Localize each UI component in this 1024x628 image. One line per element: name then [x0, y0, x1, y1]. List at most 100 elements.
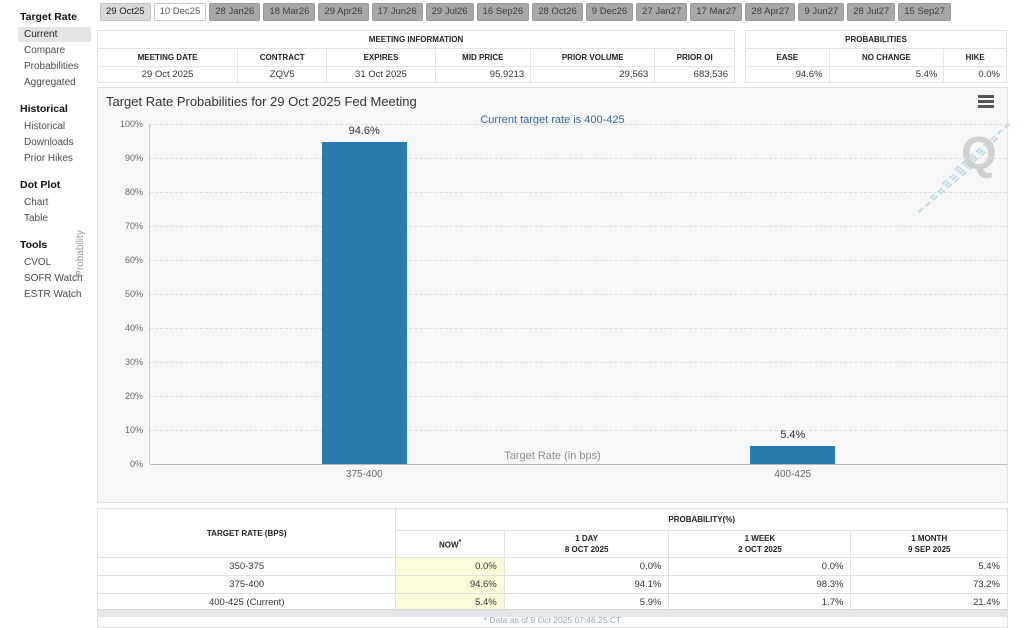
bar-value-label: 94.6%: [348, 125, 380, 138]
sidebar-section-title-dot-plot: Dot Plot: [20, 179, 61, 191]
column-header: MEETING DATE: [96, 48, 239, 67]
week-probability-cell: 98.3%: [668, 575, 852, 594]
y-tick-label: 0%: [129, 459, 143, 469]
sidebar-item-chart[interactable]: Chart: [24, 197, 49, 208]
column-header: EASE: [745, 48, 830, 67]
probability-column-header: 1 DAY 8 OCT 2025: [503, 530, 670, 558]
column-header: PRIOR OI: [654, 48, 735, 67]
probabilities-title: PROBABILITIES: [745, 30, 1007, 49]
y-tick-label: 50%: [124, 289, 143, 299]
meeting-tab[interactable]: 28 Apr27: [745, 3, 796, 21]
meeting-tab[interactable]: 29 Oct25: [100, 3, 151, 21]
day-probability-cell: 94.1%: [503, 575, 670, 594]
table-row: 400-425 (Current) 5.4% 5.9% 1.7% 21.4%: [96, 593, 1008, 612]
probability-column-header: NOW*: [395, 530, 505, 558]
gridline: [150, 226, 1007, 227]
x-category-label: 375-400: [345, 469, 383, 480]
column-header: MID PRICE: [434, 48, 532, 67]
target-rate-cell: 375-400: [96, 575, 397, 594]
y-tick-label: 60%: [124, 255, 143, 265]
meeting-tab[interactable]: 29 Jul26: [425, 3, 474, 21]
probabilities-table: PROBABILITIES EASE NO CHANGE HIKE 94.6% 5.4…: [745, 30, 1007, 83]
meeting-tab[interactable]: 10 Dec25: [153, 3, 207, 21]
meeting-tab[interactable]: 18 Mar26: [263, 3, 316, 21]
table-row: 375-400 94.6% 94.1% 98.3% 73.2%: [96, 575, 1008, 594]
chart-menu-icon[interactable]: [978, 95, 994, 110]
x-axis-title: Target Rate (in bps): [504, 450, 601, 462]
meeting-tab[interactable]: 28 Oct26: [532, 3, 583, 21]
sidebar-item-downloads[interactable]: Downloads: [24, 137, 74, 148]
gridline: [150, 362, 1007, 363]
meeting-tab[interactable]: 17 Mar27: [690, 3, 743, 21]
y-tick-label: 90%: [124, 153, 143, 163]
sidebar-item-current[interactable]: Current: [18, 27, 91, 42]
table-cell: 29 Oct 2025: [96, 66, 239, 83]
gridline: [150, 158, 1007, 159]
meeting-tab[interactable]: 28 Jan26: [209, 3, 261, 21]
probability-column-header: 1 MONTH 9 SEP 2025: [850, 530, 1008, 558]
probabilities-panel: PROBABILITIES EASE NO CHANGE HIKE 94.6% 5.4…: [745, 30, 1007, 83]
chart-title: Target Rate Probabilities for 29 Oct 202…: [106, 94, 417, 109]
now-probability-cell: 94.6%: [395, 575, 505, 594]
sidebar-item-sofr-watch[interactable]: SOFR Watch: [24, 273, 83, 284]
meeting-info-panel: MEETING INFORMATION MEETING DATE CONTRACT…: [96, 30, 735, 83]
table-cell: 95.9213: [434, 66, 532, 83]
day-probability-cell: 0.0%: [503, 557, 670, 576]
table-cell: ZQV5: [237, 66, 328, 83]
table-row: 350-375 0.0% 0.0% 0.0% 5.4%: [96, 557, 1008, 576]
quikstrike-watermark-icon: Q: [961, 127, 997, 179]
probability-column-header: 1 WEEK 2 OCT 2025: [668, 530, 852, 558]
table-cell: 0.0%: [943, 66, 1007, 83]
probability-group-header: PROBABILITY(%): [395, 508, 1008, 531]
gridline: [150, 260, 1007, 261]
meeting-tab[interactable]: 27 Jan27: [636, 3, 688, 21]
chart-panel: Target Rate Probabilities for 29 Oct 202…: [75, 87, 1011, 503]
gridline: [150, 328, 1007, 329]
meeting-tab[interactable]: 9 Dec26: [585, 3, 634, 21]
column-header: CONTRACT: [237, 48, 328, 67]
rate-probability-panel: TARGET RATE (BPS) PROBABILITY(%) NOW* 1 D…: [96, 508, 1008, 628]
y-tick-label: 70%: [124, 221, 143, 231]
y-tick-label: 100%: [119, 119, 143, 129]
sidebar-item-compare[interactable]: Compare: [24, 45, 66, 56]
sidebar-item-prior-hikes[interactable]: Prior Hikes: [24, 153, 73, 164]
sidebar-section-title-historical: Historical: [20, 103, 68, 115]
table-cell: 31 Oct 2025: [326, 66, 436, 83]
sidebar-item-aggregated[interactable]: Aggregated: [24, 77, 76, 88]
month-probability-cell: 5.4%: [850, 557, 1008, 576]
y-axis-title: Probability: [74, 230, 86, 277]
table-cell: 5.4%: [828, 66, 945, 83]
meeting-tab[interactable]: 15 Sep27: [898, 3, 951, 21]
meeting-tab[interactable]: 16 Sep26: [476, 3, 530, 21]
column-header: HIKE: [943, 48, 1007, 67]
gridline: [150, 294, 1007, 295]
y-tick-label: 10%: [124, 425, 143, 435]
probability-bar: [750, 445, 836, 464]
sidebar-item-table[interactable]: Table: [24, 213, 48, 224]
meeting-tab[interactable]: 29 Apr26: [318, 3, 369, 21]
rate-probability-table: TARGET RATE (BPS) PROBABILITY(%) NOW* 1 D…: [96, 508, 1008, 628]
chart-subtitle: Current target rate is 400-425: [480, 114, 625, 126]
meeting-info-title: MEETING INFORMATION: [97, 30, 735, 49]
meeting-info-table: MEETING INFORMATION MEETING DATE CONTRACT…: [96, 30, 735, 83]
tab-bar: 29 Oct25 10 Dec25 28 Jan26 18 Mar26 29 Apr26…: [100, 3, 1020, 21]
gridline: [150, 464, 1007, 465]
x-category-label: 400-425: [774, 469, 812, 480]
gridline: [150, 192, 1007, 193]
gridline: [150, 430, 1007, 431]
column-header: EXPIRES: [326, 48, 436, 67]
column-header: PRIOR VOLUME: [530, 48, 656, 67]
column-header: NO CHANGE: [828, 48, 945, 67]
sidebar-item-estr-watch[interactable]: ESTR Watch: [24, 289, 82, 300]
sidebar-item-cvol[interactable]: CVOL: [24, 257, 52, 268]
table-cell: 683,536: [654, 66, 735, 83]
bar-value-label: 5.4%: [780, 428, 806, 441]
sidebar-item-historical[interactable]: Historical: [24, 121, 66, 132]
meeting-tab[interactable]: 17 Jun26: [371, 3, 423, 21]
table-cell: 94.6%: [745, 66, 830, 83]
probability-bar: [321, 142, 407, 464]
meeting-tab[interactable]: 9 Jun27: [798, 3, 845, 21]
sidebar-item-probabilities[interactable]: Probabilities: [24, 61, 79, 72]
target-rate-column-header: TARGET RATE (BPS): [96, 508, 397, 558]
meeting-tab[interactable]: 28 Jul27: [847, 3, 896, 21]
